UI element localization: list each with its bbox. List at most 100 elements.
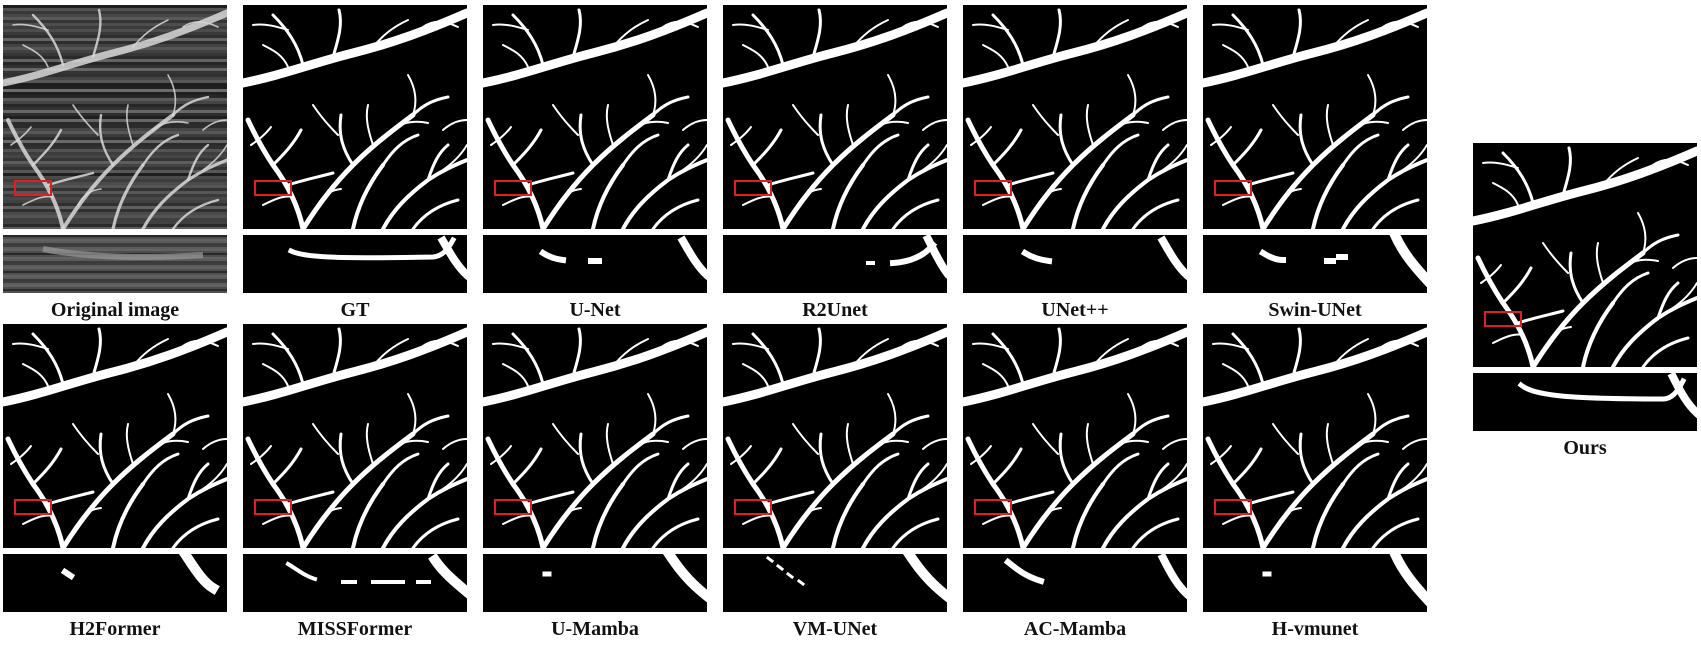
vessel-segment [1157, 554, 1187, 600]
panel-swin-unet: Swin-UNet [1203, 5, 1427, 321]
vessel-segment [437, 235, 467, 281]
vessel-segment [730, 445, 752, 465]
vessel-segment [852, 19, 889, 48]
vessel-segment [1162, 438, 1187, 450]
vessel-segment [365, 104, 374, 146]
vessel-segment [1258, 248, 1287, 264]
vm-unet-vessel-map [723, 324, 947, 548]
missformer-vessel-map [243, 324, 467, 548]
vessel-segment [338, 432, 355, 486]
vessel-segment [682, 144, 707, 171]
vessel-segment [972, 23, 1009, 31]
vessel-segment [72, 104, 99, 136]
original-image-vessel-map [3, 5, 227, 229]
vessel-segment [970, 445, 992, 465]
vessel-segment [887, 74, 897, 116]
vessel-segment [751, 332, 785, 386]
vessel-segment [1071, 163, 1105, 229]
vessel-segment [1112, 120, 1149, 131]
vessel-segment [1231, 128, 1263, 167]
vessel-segment [252, 342, 289, 350]
vessel-segment [1003, 557, 1045, 585]
vessel-segment [765, 555, 775, 564]
ac-mamba-zoom-patch [963, 554, 1187, 612]
vessel-segment [502, 363, 529, 387]
vessel-segment [1667, 373, 1697, 419]
vessel-segment [730, 126, 752, 146]
vessel-segment [262, 363, 289, 387]
roi-box [974, 180, 1012, 196]
vessel-segment [1203, 327, 1427, 407]
vessel-segment [1162, 119, 1187, 131]
vessel-segment [818, 432, 835, 486]
vessel-segment [1386, 143, 1410, 182]
vessel-segment [852, 338, 889, 367]
vessel-segment [831, 482, 865, 548]
vessel-segment [1051, 8, 1062, 59]
vessel-segment [428, 554, 467, 599]
h2former-image [3, 324, 227, 548]
gt-image [243, 5, 467, 229]
vessel-segment [1032, 423, 1059, 455]
vessel-segment [338, 113, 355, 167]
vessel-segment [1092, 338, 1129, 367]
vessel-segment [262, 514, 294, 525]
vessel-segment [552, 104, 579, 136]
vessel-segment [271, 447, 303, 486]
roi-box [254, 499, 292, 515]
vessel-segment [1480, 264, 1502, 284]
vessel-segment [1142, 339, 1179, 347]
roi-box [494, 499, 532, 515]
vessel-segment [552, 423, 579, 455]
vessel-segment [922, 438, 947, 450]
vessel-segment [262, 195, 294, 206]
vessel-segment [902, 20, 939, 28]
vessel-segment [1291, 327, 1302, 378]
vessel-segment [171, 517, 220, 548]
vessel-segment [1085, 423, 1094, 465]
roi-box [494, 180, 532, 196]
vessel-segment [1672, 257, 1697, 269]
vessel-segment [651, 198, 700, 229]
vessel-segment [1501, 266, 1533, 305]
vessel-segment [1341, 133, 1380, 167]
vessel-segment [250, 126, 272, 146]
vessel-segment [682, 438, 707, 450]
vessel-segment [511, 332, 545, 386]
vessel-segment [1222, 514, 1254, 525]
vessel-segment [682, 119, 707, 131]
vessel-segment [1210, 445, 1232, 465]
r2unet-vessel-map [723, 5, 947, 229]
vessel-segment [647, 393, 657, 435]
roi-box [734, 180, 772, 196]
vessel-segment [1501, 151, 1535, 205]
vessel-segment [887, 393, 897, 435]
vessel-segment [651, 517, 700, 548]
vessel-segment [1402, 463, 1427, 490]
vessel-segment [811, 327, 822, 378]
vessel-segment [91, 327, 102, 378]
vessel-segment [991, 447, 1023, 486]
vessel-segment [1101, 133, 1140, 167]
r2unet-caption: R2Unet [802, 299, 868, 321]
vessel-segment [1037, 188, 1062, 206]
vessel-segment [723, 327, 947, 407]
vessel-segment [742, 195, 774, 206]
roi-box [14, 180, 52, 196]
vessel-segment [1341, 452, 1380, 486]
vessel-segment [591, 482, 625, 548]
vessel-segment [12, 23, 49, 31]
vessel-segment [351, 163, 385, 229]
vessel-segment [1222, 44, 1249, 68]
roi-box [14, 499, 52, 515]
vessel-segment [1332, 338, 1369, 367]
vessel-segment [1371, 517, 1420, 548]
vessel-segment [22, 514, 54, 525]
vessel-segment [1637, 212, 1647, 254]
u-net-zoom-patch [483, 235, 707, 293]
vessel-segment [742, 514, 774, 525]
vessel-segment [922, 235, 947, 279]
vessel-segment [632, 439, 669, 450]
vessel-segment [182, 339, 219, 347]
vessel-segment [1581, 301, 1615, 367]
